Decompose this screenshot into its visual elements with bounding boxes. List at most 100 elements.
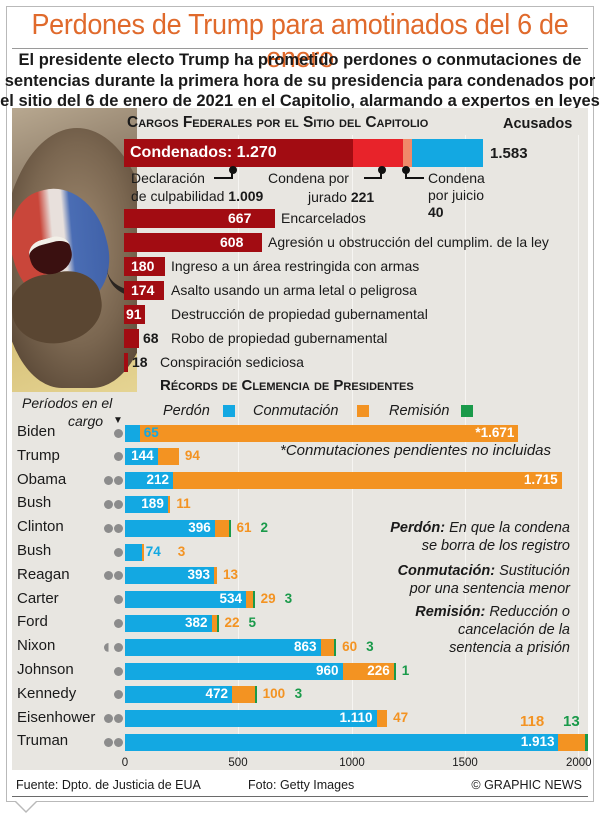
bar-perdon (125, 472, 174, 490)
jurado-label-2: jurado 221 (308, 189, 374, 205)
ingreso-label: Ingreso a un área restringida con armas (171, 258, 420, 274)
acusados-label: Acusados (503, 116, 573, 132)
remision-def-1: Reducción o (489, 604, 570, 620)
rioter-photo (12, 108, 137, 392)
asalto-value: 174 (131, 282, 155, 298)
term-dot-icon (114, 499, 123, 509)
declaracion-label-1: Declaración (131, 170, 205, 186)
gridline-2000 (578, 135, 579, 757)
conmutacion-value: 226 (367, 662, 390, 678)
subtitle-line-3: el sitio del 6 de enero de 2021 en el Ca… (0, 92, 600, 110)
terms-label-2: cargo (68, 413, 104, 429)
term-dot-icon (104, 523, 113, 533)
encarcelados-value: 667 (228, 210, 252, 226)
president-name: Bush (17, 494, 52, 512)
horn-shape (107, 268, 137, 296)
conmutacion-value: 29 (260, 591, 276, 607)
ingreso-value: 180 (131, 258, 155, 274)
conmutacion-value: 61 (236, 519, 252, 535)
perdon-value: 393 (187, 567, 211, 583)
legend-remision-swatch (461, 405, 473, 417)
declaracion-value: 1.009 (228, 188, 264, 204)
jurado-connector (364, 170, 382, 179)
remision-def-2: cancelación de la (457, 622, 570, 638)
president-name: Obama (17, 470, 67, 488)
conspiracion-label: Conspiración sediciosa (160, 354, 304, 370)
bar-destruccion (124, 305, 145, 324)
remision-value: 3 (294, 686, 303, 702)
term-dot-icon (114, 595, 123, 605)
juicio-value: 40 (428, 204, 444, 220)
bar-perdon (125, 448, 158, 466)
remision-def-3: sentencia a prisión (449, 640, 570, 656)
conmutacion-value: 3 (177, 543, 186, 559)
perdon-value: 144 (131, 448, 154, 464)
encarcelados-label: Encarcelados (281, 210, 366, 226)
frame-pointer (14, 800, 38, 813)
bar-agresion (124, 233, 262, 252)
legend-conmutacion-label: Conmutación (253, 403, 339, 419)
declaracion-text: de culpabilidad (131, 188, 225, 204)
page-title: Perdones de Trump para amotinados del 6 … (31, 9, 569, 74)
bar-juicio (403, 139, 412, 167)
gridline-1000 (352, 135, 353, 757)
perdon-def-2: se borra de los registro (421, 538, 570, 554)
term-dot-icon (114, 714, 123, 724)
definition-conmutacion: Conmutación: Sustitución por una sentenc… (398, 562, 570, 598)
term-dot-icon (114, 523, 123, 533)
half-term-dot-icon (104, 642, 109, 652)
conmutacion-value: 60 (342, 638, 358, 654)
bar-conmutacion (214, 567, 217, 585)
term-dot-icon (114, 642, 123, 652)
remision-term: Remisión: (415, 604, 486, 620)
president-name: Reagan (17, 565, 70, 583)
bar-remision (334, 638, 337, 656)
conmutacion-value: 11 (176, 495, 191, 511)
bar-conmutacion (231, 686, 255, 704)
federal-charges-title: Cargos Federales por el Sitio del Capito… (127, 114, 429, 131)
bar-perdon (125, 686, 232, 704)
footer-rule (12, 796, 588, 797)
bar-perdon (125, 733, 559, 751)
bar-conmutacion (173, 472, 562, 490)
conmutacion-value: 13 (222, 567, 239, 583)
agresion-value: 608 (220, 234, 244, 250)
term-dot-icon (114, 666, 123, 676)
remision-value: 13 (563, 712, 580, 730)
title-divider (12, 48, 588, 49)
term-dot-icon (114, 428, 123, 438)
remision-value: 1 (401, 662, 410, 678)
pending-note: *Conmutaciones pendientes no incluidas (280, 442, 552, 459)
bar-perdon (125, 614, 212, 632)
perdon-value: 74 (145, 543, 161, 559)
remision-value: 3 (366, 638, 374, 654)
gridline-1500 (465, 135, 466, 757)
bar-perdon (125, 543, 142, 561)
declaracion-label-2: de culpabilidad 1.009 (131, 188, 263, 204)
bar-perdon (125, 567, 215, 585)
term-dot-icon (114, 571, 123, 581)
conmutacion-value: 118 (520, 712, 545, 730)
legend-perdon-label: Perdón (163, 403, 210, 419)
president-name: Ford (17, 613, 48, 631)
conmutacion-term: Conmutación: (397, 563, 496, 579)
asalto-label: Asalto usando un arma letal o peligrosa (171, 282, 417, 298)
bar-conmutacion (141, 543, 144, 561)
president-name: Trump (17, 446, 60, 464)
perdon-value: 960 (316, 662, 339, 678)
bar-conmutacion (139, 424, 519, 442)
conmutacion-def-2: por una sentencia menor (409, 581, 570, 597)
bar-conmutacion (320, 638, 335, 656)
jurado-value: 221 (350, 189, 375, 205)
bar-asalto (124, 281, 164, 300)
president-name: Bush (17, 542, 52, 559)
conmutacion-value: *1.671 (475, 424, 515, 440)
terms-label-1: Períodos en el (22, 395, 113, 411)
agresion-label: Agresión u obstrucción del cumplim. de l… (268, 234, 549, 250)
perdon-value: 472 (205, 686, 228, 702)
bar-robo (124, 329, 139, 348)
president-name: Truman (17, 732, 69, 750)
axis-tick-2000: 2000 (566, 757, 592, 769)
perdon-value: 1.110 (339, 710, 373, 726)
bar-conmutacion (214, 519, 229, 537)
